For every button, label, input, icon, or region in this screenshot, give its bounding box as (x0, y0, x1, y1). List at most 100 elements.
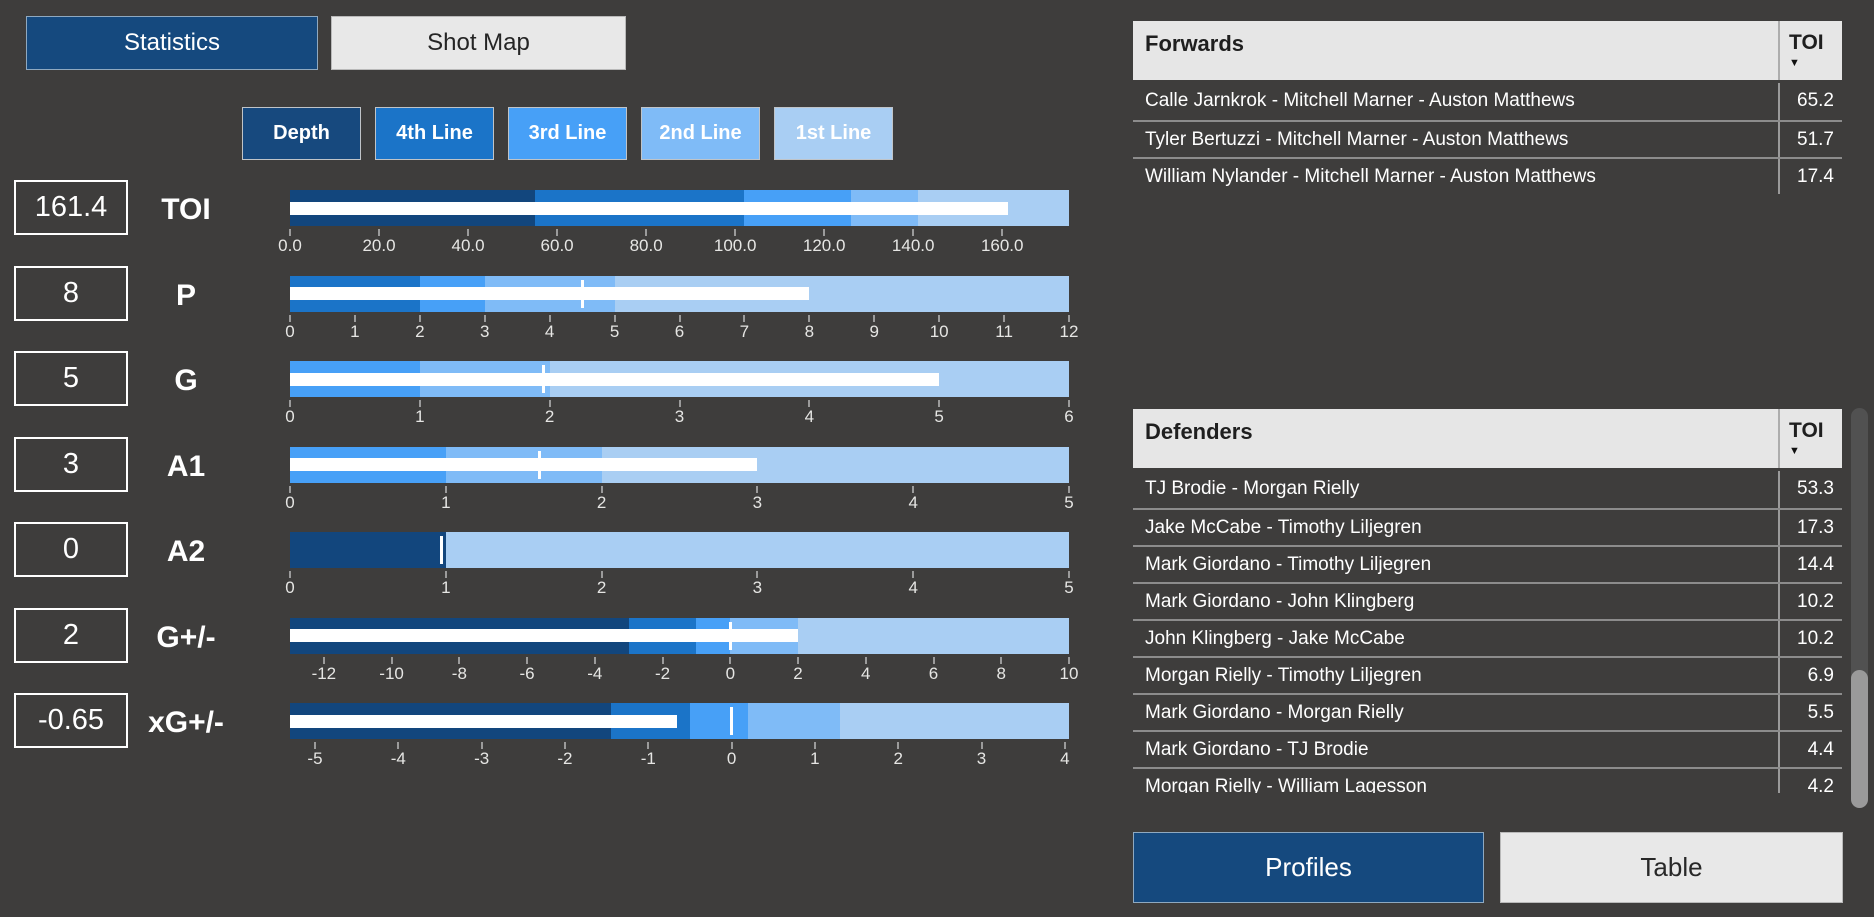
axis-tick (678, 400, 681, 407)
axis-tick-label: -5 (307, 749, 323, 768)
axis-tick-label: 40.0 (451, 236, 485, 255)
defenders-row[interactable]: John Klingberg - Jake McCabe 10.2 (1133, 619, 1842, 656)
axis-tick-label: 11 (995, 321, 1013, 341)
axis-tick (897, 742, 900, 749)
axis-tick (480, 742, 483, 749)
stat-label-p: P (175, 278, 196, 312)
axis-tick (563, 742, 566, 749)
line-combo-toi: 14.4 (1778, 547, 1842, 582)
defenders-table: Defenders TOI ▼ TJ Brodie - Morgan Riell… (1133, 409, 1842, 793)
defenders-row[interactable]: Mark Giordano - TJ Brodie 4.4 (1133, 730, 1842, 767)
forwards-row[interactable]: Calle Jarnkrok - Mitchell Marner - Austo… (1133, 83, 1842, 120)
axis-tick (730, 742, 733, 749)
stat-row-toi: 161.4 TOI 0.0 20.0 40.0 60.0 80.0 100.0 120.0 140… (0, 175, 1110, 255)
line-filter-3rd-line[interactable]: 3rd Line (508, 107, 627, 160)
axis-tick-label: -1 (640, 749, 656, 768)
defenders-row[interactable]: Morgan Rielly - William Lagesson 4.2 (1133, 767, 1842, 793)
axis-tick-label: -4 (587, 663, 603, 683)
axis-tick (1068, 571, 1070, 578)
axis-tick (444, 485, 447, 493)
line-combo-name: Calle Jarnkrok - Mitchell Marner - Austo… (1145, 90, 1575, 111)
axis-tick-label: 2 (793, 663, 803, 683)
axis-tick (390, 656, 393, 664)
defenders-scrollbar-track[interactable] (1851, 408, 1868, 808)
axis-tick-label: 10 (1059, 663, 1079, 683)
forwards-table-title: Forwards (1145, 31, 1245, 56)
axis-tick (912, 229, 915, 236)
axis-tick (729, 656, 732, 664)
defenders-row[interactable]: Jake McCabe - Timothy Liljegren 17.3 (1133, 508, 1842, 545)
line-filter-depth[interactable]: Depth (242, 107, 361, 160)
stat-value-box-p: 8 (14, 265, 128, 321)
stat-value-box-g: 2 (14, 607, 128, 663)
line-combo-toi: 4.2 (1778, 769, 1842, 793)
profiles-button[interactable]: Profiles (1133, 832, 1484, 903)
forwards-toi-header-label: TOI (1789, 31, 1824, 54)
statistics-button[interactable]: Statistics (26, 16, 318, 70)
defenders-toi-sort-header[interactable]: TOI ▼ (1778, 409, 1842, 468)
forwards-row[interactable]: William Nylander - Mitchell Marner - Aus… (1133, 157, 1842, 194)
bullet-target-marker-a1 (537, 450, 541, 479)
axis-tick (289, 314, 291, 322)
axis-tick-label: 12 (1059, 321, 1079, 341)
axis-tick (613, 314, 616, 322)
bullet-range-segment (839, 703, 1069, 739)
bullet-chart-g: -12 -10 -8 -6 -4 -2 0 2 4 6 8 10 (290, 603, 1078, 683)
axis-tick-label: -6 (519, 663, 535, 683)
axis-tick-label: -8 (451, 663, 467, 683)
stat-label-toi: TOI (161, 193, 211, 226)
defenders-scrollbar-thumb[interactable] (1851, 670, 1868, 808)
defenders-row[interactable]: Mark Giordano - Morgan Rielly 5.5 (1133, 693, 1842, 730)
sort-descending-icon: ▼ (1789, 57, 1800, 69)
axis-tick (808, 400, 811, 407)
axis-tick-label: 3 (752, 492, 763, 512)
axis-tick-label: 1 (441, 578, 451, 597)
line-filter-2nd-line[interactable]: 2nd Line (641, 107, 760, 160)
line-combo-toi: 17.3 (1778, 510, 1842, 545)
bullet-target-marker-p (580, 279, 584, 308)
bullet-chart-toi: 0.0 20.0 40.0 60.0 80.0 100.0 120.0 140.0 160.0 (278, 175, 1069, 255)
defenders-row[interactable]: Mark Giordano - John Klingberg 10.2 (1133, 582, 1842, 619)
axis-tick-label: 8 (804, 321, 815, 341)
defenders-table-header: Defenders TOI ▼ (1133, 409, 1842, 468)
bullet-range-segment (748, 703, 840, 739)
line-combo-toi: 5.5 (1778, 695, 1842, 730)
axis-tick (980, 742, 983, 749)
bullet-chart-xg: -5 -4 -3 -2 -1 0 1 2 3 4 (290, 688, 1070, 768)
line-combo-name: William Nylander - Mitchell Marner - Aus… (1145, 166, 1596, 187)
bullet-value-bar-p (290, 287, 810, 300)
axis-tick-label: 4 (908, 578, 918, 597)
axis-tick-label: 0 (285, 492, 295, 512)
table-button[interactable]: Table (1500, 832, 1843, 903)
axis-tick-label: -4 (390, 749, 406, 768)
axis-tick (645, 229, 648, 236)
line-combo-name: Mark Giordano - John Klingberg (1145, 591, 1415, 612)
defenders-row[interactable]: Morgan Rielly - Timothy Liljegren 6.9 (1133, 656, 1842, 693)
axis-tick-label: 4 (804, 407, 815, 426)
axis-tick (593, 656, 596, 664)
forwards-toi-sort-header[interactable]: TOI ▼ (1778, 21, 1842, 80)
line-combo-name: Morgan Rielly - William Lagesson (1145, 776, 1427, 793)
axis-tick (1001, 229, 1004, 236)
axis-tick-label: -12 (311, 663, 337, 683)
axis-tick (1068, 485, 1070, 493)
line-filter-4th-line[interactable]: 4th Line (375, 107, 494, 160)
bullet-target-marker-g (728, 621, 732, 650)
line-combo-name: Mark Giordano - Morgan Rielly (1145, 702, 1404, 723)
forwards-row[interactable]: Tyler Bertuzzi - Mitchell Marner - Austo… (1133, 120, 1842, 157)
axis-tick-label: 140.0 (891, 236, 935, 255)
line-combo-toi: 10.2 (1778, 584, 1842, 619)
stat-row-g: 5 G 0 1 2 3 4 5 6 (0, 346, 1110, 426)
stat-label-xg: xG+/- (148, 706, 224, 739)
line-combo-name: John Klingberg - Jake McCabe (1145, 628, 1405, 649)
axis-tick (397, 742, 400, 749)
axis-tick-label: 2 (544, 407, 555, 426)
axis-tick (418, 314, 421, 322)
defenders-row[interactable]: TJ Brodie - Morgan Rielly 53.3 (1133, 471, 1842, 508)
stat-value-box-toi: 161.4 (14, 180, 128, 235)
line-filter-1st-line[interactable]: 1st Line (774, 107, 893, 160)
defenders-row[interactable]: Mark Giordano - Timothy Liljegren 14.4 (1133, 545, 1842, 582)
axis-tick (444, 571, 447, 578)
line-combo-toi: 65.2 (1778, 83, 1842, 120)
shot-map-button[interactable]: Shot Map (331, 16, 626, 70)
